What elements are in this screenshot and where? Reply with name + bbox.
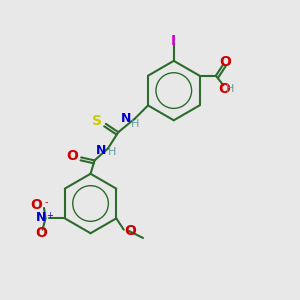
- Text: N: N: [121, 112, 132, 125]
- Text: H: H: [131, 119, 140, 129]
- Text: I: I: [171, 34, 176, 48]
- Text: H: H: [108, 147, 117, 157]
- Text: +: +: [46, 211, 53, 220]
- Text: S: S: [92, 115, 102, 128]
- Text: O: O: [35, 226, 47, 240]
- Text: N: N: [96, 143, 106, 157]
- Text: N: N: [36, 211, 46, 224]
- Text: O: O: [66, 149, 78, 163]
- Text: O: O: [30, 198, 42, 212]
- Text: H: H: [226, 84, 234, 94]
- Text: O: O: [220, 55, 232, 69]
- Text: O: O: [218, 82, 230, 96]
- Text: -: -: [45, 197, 48, 207]
- Text: O: O: [124, 224, 136, 238]
